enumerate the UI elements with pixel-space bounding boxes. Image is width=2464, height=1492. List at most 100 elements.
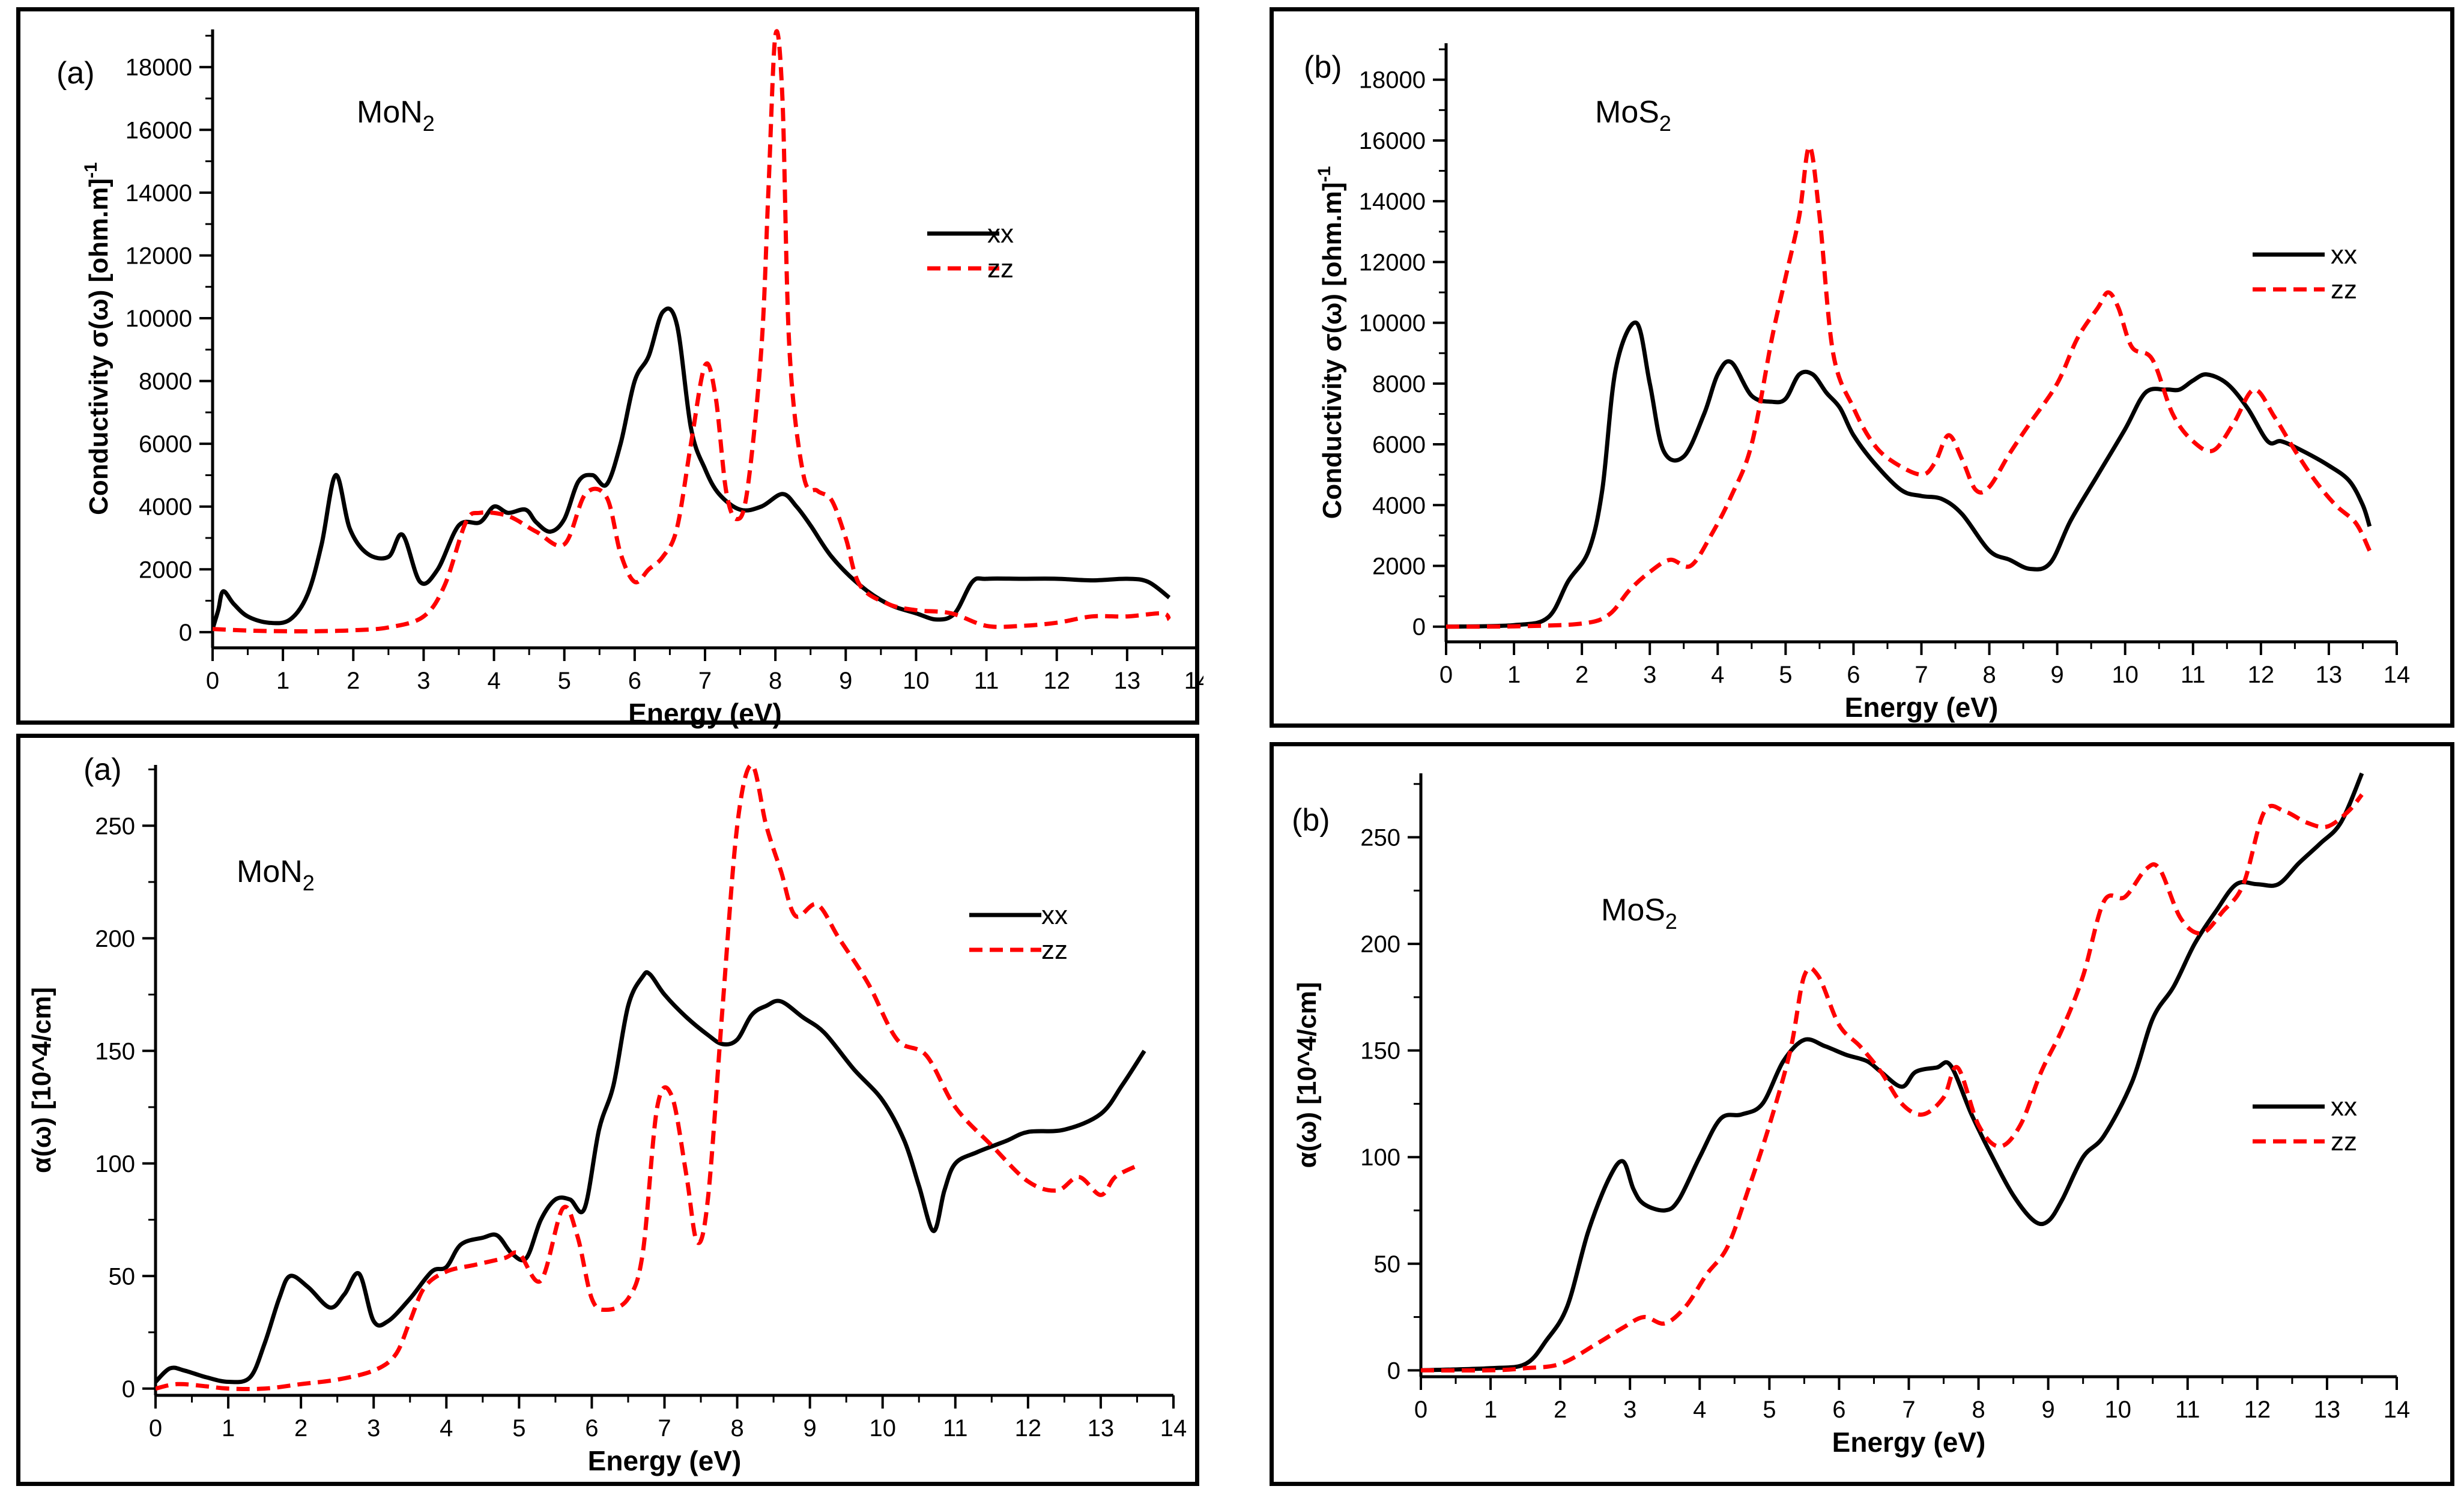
y-axis-label-superscript: -1 <box>1315 166 1334 183</box>
chart-top-right: 0 1 2 3 4 5 6 7 8 9 10 11 12 13 1402000400060008000100… <box>1274 11 2459 732</box>
panel-label: (b) <box>1304 50 1342 85</box>
legend-label-xx: xx <box>987 219 1014 249</box>
panel-label: (a) <box>56 56 95 91</box>
y-tick-label: 16000 <box>1359 128 1426 154</box>
x-tick-label: 13 <box>1114 668 1141 694</box>
y-axis-label: Conductivity σ(ω) [ohm.m]-1 <box>81 162 114 515</box>
chart-top-left: 0123456789101112131402000400060008000100… <box>20 11 1203 729</box>
y-tick-label: 2000 <box>1372 553 1426 579</box>
x-tick-label: 4 <box>487 668 500 694</box>
legend-label-xx: xx <box>2331 240 2357 270</box>
x-tick-label: 14 <box>1160 1415 1187 1442</box>
legend-label-xx: xx <box>1041 901 1068 930</box>
x-tick-label: 9 <box>804 1415 817 1442</box>
x-tick-label: 8 <box>769 668 782 694</box>
y-tick-label: 2000 <box>139 557 192 583</box>
y-tick-label: 150 <box>1360 1038 1400 1065</box>
y-axis-label: α(ω) [10^4/cm] <box>27 987 56 1173</box>
x-tick-label: 5 <box>558 668 571 694</box>
y-tick-label: 0 <box>1412 614 1426 641</box>
x-tick-label: 0 <box>1439 662 1453 688</box>
x-tick-label: 11 <box>2181 662 2206 688</box>
x-tick-label: 10 <box>869 1415 896 1442</box>
x-tick-label: 6 <box>1832 1397 1845 1423</box>
material-subscript: 2 <box>423 111 435 136</box>
y-tick-label: 6000 <box>139 431 192 458</box>
series-line-xx <box>1446 322 2370 626</box>
x-tick-label: 13 <box>1088 1415 1115 1442</box>
y-tick-label: 150 <box>95 1038 135 1065</box>
x-tick-label: 12 <box>2248 662 2275 688</box>
material-label: MoN2 <box>357 95 435 136</box>
y-tick-label: 14000 <box>126 180 192 207</box>
x-tick-label: 7 <box>1915 662 1928 688</box>
x-tick-label: 7 <box>658 1415 671 1442</box>
x-tick-label: 2 <box>294 1415 307 1442</box>
x-tick-label: 8 <box>730 1415 743 1442</box>
material-label: MoN2 <box>237 854 315 895</box>
chart-bottom-right: 0 1 2 3 4 5 6 7 8 9 10 11 12 13 14050100150200250Energ… <box>1274 746 2459 1490</box>
y-tick-label: 200 <box>95 926 135 952</box>
y-tick-label: 18000 <box>1359 67 1426 94</box>
x-tick-label: 8 <box>1972 1397 1985 1423</box>
x-tick-label: 10 <box>2111 662 2139 688</box>
x-tick-label: 11 <box>2175 1397 2200 1423</box>
y-axis-label-superscript: -1 <box>81 162 101 178</box>
y-tick-label: 16000 <box>126 117 192 143</box>
x-tick-label: 7 <box>1902 1397 1915 1423</box>
x-tick-label: 1 <box>222 1415 235 1442</box>
chart-bottom-left: 0 1 2 3 4 5 6 7 8 9 10 11 12 13 14050100150200250Energ… <box>20 738 1203 1490</box>
x-tick-label: 11 <box>943 1415 968 1442</box>
y-tick-label: 100 <box>1360 1144 1400 1171</box>
y-tick-label: 6000 <box>1372 432 1426 458</box>
y-tick-label: 250 <box>1360 825 1400 851</box>
x-tick-label: 5 <box>1763 1397 1776 1423</box>
x-tick-label: 6 <box>585 1415 598 1442</box>
x-tick-label: 14 <box>2384 662 2411 688</box>
x-tick-label: 9 <box>2051 662 2064 688</box>
material-label: MoS2 <box>1595 95 1671 136</box>
panel-label: (a) <box>83 752 122 787</box>
panel-bottom-right: 0 1 2 3 4 5 6 7 8 9 10 11 12 13 14 0 50 100 150 200 250 Energ… <box>1270 742 2454 1486</box>
y-tick-label: 0 <box>179 620 192 646</box>
material-subscript: 2 <box>303 871 315 895</box>
x-tick-label: 11 <box>974 668 999 694</box>
y-tick-label: 12000 <box>126 243 192 269</box>
y-tick-label: 100 <box>95 1151 135 1177</box>
y-tick-label: 50 <box>1374 1251 1401 1278</box>
y-tick-label: 250 <box>95 813 135 839</box>
x-tick-label: 7 <box>698 668 712 694</box>
legend-label-zz: zz <box>1041 935 1068 965</box>
x-tick-label: 1 <box>1484 1397 1497 1423</box>
y-tick-label: 12000 <box>1359 249 1426 276</box>
y-tick-label: 0 <box>1387 1358 1400 1384</box>
x-tick-label: 2 <box>1554 1397 1567 1423</box>
series-line-xx <box>213 309 1169 629</box>
x-axis-label: Energy (eV) <box>1845 692 1999 723</box>
y-tick-label: 8000 <box>139 369 192 395</box>
y-tick-label: 10000 <box>126 306 192 332</box>
x-tick-label: 10 <box>2104 1397 2131 1423</box>
material-subscript: 2 <box>1659 111 1671 136</box>
y-tick-label: 8000 <box>1372 371 1426 397</box>
y-tick-label: 50 <box>109 1263 136 1290</box>
x-axis-label: Energy (eV) <box>1832 1427 1986 1458</box>
x-tick-label: 2 <box>347 668 360 694</box>
y-axis-label: α(ω) [10^4/cm] <box>1292 982 1322 1168</box>
panel-label: (b) <box>1292 803 1330 838</box>
series-line-xx <box>1421 773 2362 1370</box>
x-tick-label: 1 <box>1507 662 1521 688</box>
y-tick-label: 18000 <box>126 55 192 81</box>
x-tick-label: 0 <box>1414 1397 1427 1423</box>
x-tick-label: 3 <box>1643 662 1656 688</box>
x-tick-label: 9 <box>2042 1397 2055 1423</box>
x-tick-label: 14 <box>1184 668 1203 694</box>
x-tick-label: 5 <box>1779 662 1792 688</box>
x-tick-label: 12 <box>1043 668 1070 694</box>
y-tick-label: 4000 <box>139 494 192 521</box>
x-tick-label: 0 <box>149 1415 162 1442</box>
material-subscript: 2 <box>1665 909 1677 934</box>
y-tick-label: 0 <box>122 1376 135 1403</box>
x-tick-label: 13 <box>2314 1397 2341 1423</box>
x-tick-label: 6 <box>628 668 641 694</box>
